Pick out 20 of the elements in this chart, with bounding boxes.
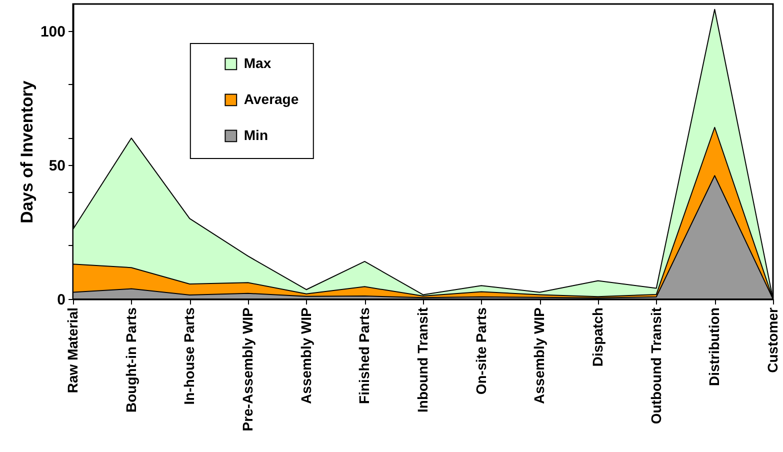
y-tick-label: 50 (48, 157, 66, 174)
x-tick-label: Assembly WIP (298, 308, 314, 404)
y-axis-title: Days of Inventory (17, 80, 36, 224)
x-tick-label: Pre-Assembly WIP (240, 308, 256, 432)
x-tick-label: Bought-in Parts (122, 307, 139, 412)
x-tick-label: Distribution (706, 308, 722, 386)
x-tick-label: Customer (764, 306, 780, 373)
x-tick-label: Dispatch (590, 308, 606, 367)
x-tick-label: Finished Parts (356, 307, 372, 404)
legend-label: Min (244, 126, 268, 143)
x-tick-label: Outbound Transit (648, 307, 664, 424)
x-tick-label: In-house Parts (181, 307, 198, 405)
legend-label: Average (244, 90, 299, 107)
legend-label: Max (244, 54, 272, 71)
x-tick-label: Inbound Transit (414, 307, 430, 412)
y-tick-label: 0 (57, 292, 66, 308)
y-tick-label: 100 (40, 23, 66, 40)
x-tick-label: Assembly WIP (531, 308, 548, 404)
x-tick-label: Raw Material (64, 308, 80, 394)
x-tick-label: On-site Parts (472, 307, 489, 395)
